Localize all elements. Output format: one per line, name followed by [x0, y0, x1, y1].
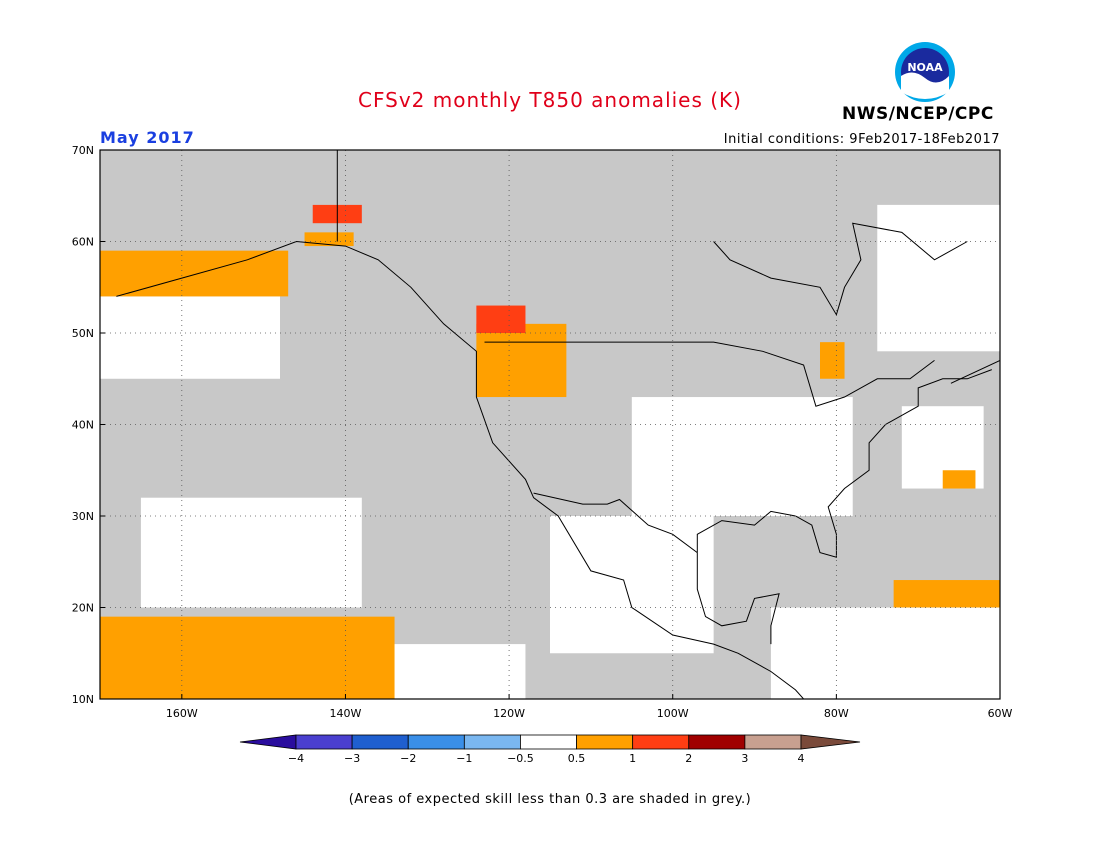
warm-anomaly-region — [820, 342, 845, 379]
lat-tick-label: 20N — [72, 602, 94, 615]
lat-tick-label: 30N — [72, 510, 94, 523]
white-region — [386, 644, 526, 699]
colorbar-label: 2 — [685, 752, 692, 765]
noaa-logo: NOAA — [895, 42, 955, 102]
lat-tick-label: 60N — [72, 236, 94, 249]
colorbar-label: 4 — [798, 752, 805, 765]
colorbar-box — [295, 734, 353, 750]
lon-tick-label: 160W — [166, 707, 198, 720]
political-border — [484, 341, 935, 407]
lat-tick-label: 10N — [72, 693, 94, 706]
lat-tick-label: 50N — [72, 327, 94, 340]
warm-anomaly-region — [100, 250, 289, 297]
colorbar-box — [463, 734, 521, 750]
logo-wave — [901, 72, 949, 99]
colorbar-box — [632, 734, 690, 750]
colorbar-label: −2 — [400, 752, 416, 765]
lat-tick-label: 40N — [72, 419, 94, 432]
colorbar-label: −3 — [344, 752, 360, 765]
lon-tick-label: 60W — [988, 707, 1013, 720]
logo-text: NOAA — [907, 61, 943, 74]
warm-anomaly-region — [476, 305, 526, 333]
colorbar-label: 3 — [741, 752, 748, 765]
coastline — [116, 240, 805, 699]
colorbar-box — [520, 734, 577, 750]
coastline — [696, 369, 992, 558]
coastline — [950, 305, 1000, 384]
organization-label: NWS/NCEP/CPC — [842, 104, 994, 124]
colorbar-arrow-low — [239, 734, 297, 750]
warm-anomaly-region — [893, 580, 1000, 608]
colorbar-label: −1 — [456, 752, 472, 765]
white-region — [877, 204, 1000, 352]
colorbar-label: −4 — [288, 752, 304, 765]
chart-title: CFSv2 monthly T850 anomalies (K) — [358, 88, 742, 112]
anomaly-map: 10N 20N 30N 40N 50N 60N 70N 160W 140W 120W 100W 80W… — [72, 144, 1013, 720]
colorbar-label: 1 — [629, 752, 636, 765]
lon-tick-label: 140W — [330, 707, 362, 720]
colorbar-arrow-high — [800, 734, 861, 750]
lon-tick-label: 100W — [657, 707, 689, 720]
colorbar-label: 0.5 — [568, 752, 586, 765]
colorbar-box — [407, 734, 465, 750]
initial-conditions: Initial conditions: 9Feb2017-18Feb2017 — [723, 132, 1000, 147]
lon-tick-label: 120W — [493, 707, 525, 720]
colorbar-box — [351, 734, 409, 750]
warm-anomaly-region — [476, 323, 567, 398]
political-border — [533, 492, 698, 554]
warm-anomaly-region — [942, 470, 976, 489]
map-layers — [100, 150, 1000, 699]
lat-tick-label: 70N — [72, 144, 94, 157]
axis-labels: 10N 20N 30N 40N 50N 60N 70N 160W 140W 120W 100W 80W… — [72, 144, 1013, 720]
colorbar-box — [688, 734, 746, 750]
colorbar-label: −0.5 — [507, 752, 534, 765]
skill-footnote: (Areas of expected skill less than 0.3 a… — [348, 792, 752, 807]
lon-tick-label: 80W — [824, 707, 849, 720]
white-region — [100, 296, 280, 379]
colorbar-box — [576, 734, 634, 750]
colorbar-group: −4 −3 −2 −1 −0.5 0.5 1 2 3 4 — [239, 734, 861, 765]
warm-anomaly-region — [304, 232, 354, 247]
colorbar-box — [744, 734, 802, 750]
forecast-month: May 2017 — [100, 128, 195, 147]
white-region — [631, 397, 853, 516]
coastline — [713, 222, 968, 316]
coastline — [696, 552, 780, 645]
white-region — [550, 516, 714, 654]
white-region — [770, 607, 1000, 699]
